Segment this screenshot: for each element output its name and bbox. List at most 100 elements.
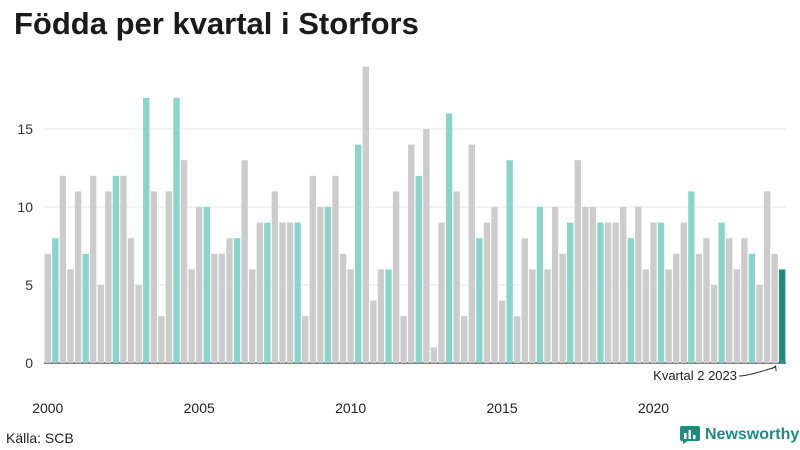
bar: [309, 175, 316, 363]
bar: [476, 238, 483, 363]
bar: [90, 175, 97, 363]
bar: [514, 316, 521, 363]
bar: [461, 316, 468, 363]
annotation-label: Kvartal 2 2023: [653, 368, 737, 383]
bar: [620, 207, 627, 363]
bar: [650, 222, 657, 363]
bar: [127, 238, 135, 363]
chart-title: Födda per kvartal i Storfors: [14, 6, 419, 41]
brand-logo: Newsworthy: [680, 426, 799, 444]
bar: [415, 175, 422, 363]
bar: [294, 222, 301, 363]
bar: [688, 191, 695, 363]
bar: [165, 191, 173, 363]
x-tick-label: 2010: [335, 400, 366, 416]
bar: [158, 316, 165, 363]
bar: [97, 285, 104, 363]
bar: [355, 144, 362, 363]
bar: [453, 191, 460, 363]
bar: [150, 191, 157, 363]
bar: [582, 207, 589, 363]
bar: [604, 222, 612, 363]
bar: [392, 191, 400, 363]
x-tick-label: 2000: [32, 400, 63, 416]
x-tick-label: 2020: [638, 400, 669, 416]
bars: [44, 66, 786, 364]
bar: [408, 144, 415, 363]
y-tick-label: 10: [17, 199, 33, 215]
bar: [597, 222, 604, 363]
bar: [703, 238, 710, 363]
bar: [173, 97, 180, 364]
bar: [665, 269, 672, 363]
bar: [491, 207, 498, 363]
bar: [249, 269, 256, 363]
bar: [196, 207, 203, 363]
bar: [370, 300, 377, 363]
bar: [135, 285, 142, 363]
bar: [385, 269, 392, 363]
bar: [718, 222, 725, 363]
bar: [279, 222, 286, 363]
bar: [211, 253, 218, 363]
x-tick-label: 2015: [486, 400, 517, 416]
bar: [52, 238, 59, 363]
bar: [445, 113, 453, 364]
bar: [377, 269, 385, 363]
x-tick-label: 2005: [184, 400, 215, 416]
bar: [423, 129, 430, 363]
bar: [271, 191, 279, 363]
bar: [536, 207, 544, 363]
bar: [332, 175, 339, 363]
bar: [483, 222, 491, 363]
bar: [286, 222, 294, 363]
bar: [180, 160, 188, 363]
bar: [657, 222, 665, 363]
bar: [498, 300, 506, 363]
bar: [438, 222, 445, 363]
bar: [339, 253, 347, 363]
bar: [763, 191, 771, 363]
x-tick-labels: 2000 2005 2010 2015 2020: [32, 400, 669, 416]
bar: [105, 191, 112, 363]
bar: [302, 316, 309, 363]
bar: [748, 253, 756, 363]
bar: [59, 175, 67, 363]
bar: [529, 269, 536, 363]
bar: [188, 269, 195, 363]
bar: [574, 160, 581, 363]
bar: [226, 238, 233, 363]
bar: [710, 285, 718, 363]
bar: [567, 222, 574, 363]
bar: [430, 347, 438, 363]
bar: [627, 238, 634, 363]
chart-logo-icon: [680, 426, 700, 444]
bar: [82, 253, 89, 363]
bar: [256, 222, 263, 363]
bar: [347, 269, 354, 363]
bar: [635, 207, 642, 363]
bar: [241, 160, 248, 363]
bar: [559, 253, 566, 363]
bar: [44, 253, 51, 363]
bar: [733, 269, 740, 363]
bar: [779, 269, 786, 363]
bar: [143, 97, 150, 364]
bar: [642, 269, 650, 363]
bar: [218, 253, 226, 363]
annotation-arrow: [738, 366, 776, 377]
bar: [400, 316, 407, 363]
bar: [112, 175, 120, 363]
bar: [317, 207, 324, 363]
y-tick-label: 0: [25, 355, 33, 371]
y-tick-labels: 0 5 10 15: [17, 121, 33, 371]
bar: [544, 269, 551, 363]
bar: [203, 207, 210, 363]
bar: [324, 207, 332, 363]
bar: [468, 144, 475, 363]
bar: [695, 253, 703, 363]
brand-name: Newsworthy: [705, 426, 800, 443]
bar: [74, 191, 82, 363]
bar: [506, 160, 513, 363]
